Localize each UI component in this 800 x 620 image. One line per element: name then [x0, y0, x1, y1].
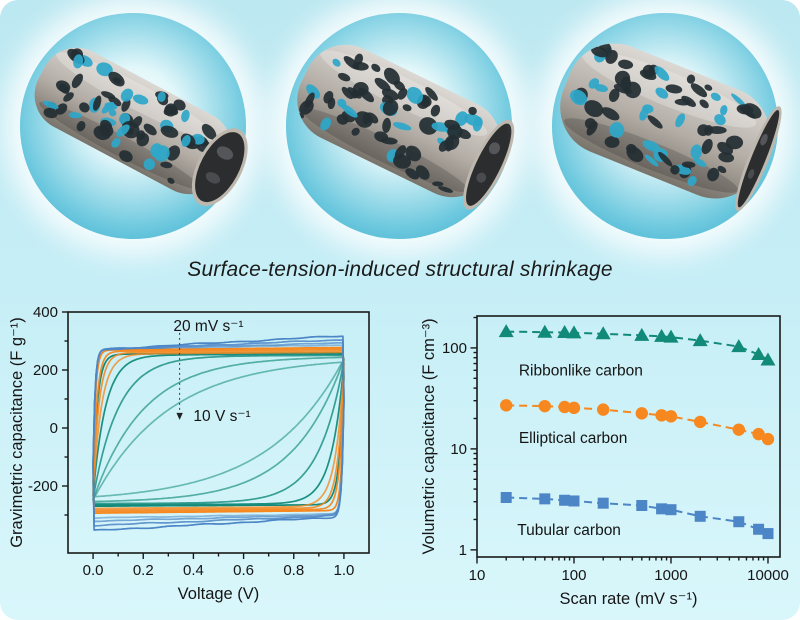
ribbonlike-carbon-render: [532, 0, 798, 252]
series-label-tubular-carbon: Tubular carbon: [517, 522, 621, 539]
rate-series-elliptical-carbon: Elliptical carbon: [499, 399, 775, 447]
svg-text:200: 200: [33, 362, 58, 379]
cv-series-elliptical-carbon: [92, 346, 345, 514]
rate-plot-frame: [476, 315, 781, 558]
rate-ticks: [470, 316, 769, 564]
rate-y-axis-label: Volumetric capacitance (F cm⁻³): [420, 318, 438, 554]
svg-text:10: 10: [450, 441, 467, 458]
cv-tick-labels: 0.0 0.2 0.4 0.6 0.8 1.0 400 200 0 -200: [28, 304, 354, 579]
svg-text:10000: 10000: [747, 567, 789, 584]
svg-text:0.8: 0.8: [283, 562, 304, 579]
cv-x-axis-label: Voltage (V): [178, 585, 260, 603]
figure-title: Surface-tension-induced structural shrin…: [187, 258, 613, 281]
svg-text:1.0: 1.0: [333, 562, 354, 579]
rate-capability-chart: Ribbonlike carbon Elliptical carbon Tubula…: [420, 315, 789, 608]
cv-annotations: 20 mV s⁻¹ 10 V s⁻¹: [173, 318, 250, 425]
svg-text:0: 0: [50, 420, 58, 437]
cv-series-tubular-carbon: [92, 335, 345, 531]
tubular-tube-shape: [34, 47, 248, 206]
elliptical-carbon-render: [266, 0, 532, 252]
rate-series-ribbonlike-carbon: Ribbonlike carbon: [498, 324, 776, 379]
charts-row: 0.0 0.2 0.4 0.6 0.8 1.0 400 200 0 -200 Voltage (V)…: [0, 295, 800, 620]
tubular-carbon-render: [0, 0, 266, 252]
cv-curves-chart: 0.0 0.2 0.4 0.6 0.8 1.0 400 200 0 -200 Voltage (V)…: [8, 304, 370, 603]
svg-text:1000: 1000: [654, 567, 687, 584]
svg-text:0.4: 0.4: [183, 562, 204, 579]
svg-text:10: 10: [469, 567, 486, 584]
elliptical-carbon-illustration: [296, 44, 515, 210]
svg-text:0.0: 0.0: [83, 562, 104, 579]
elliptical-tube-shape: [296, 44, 515, 210]
cv-y-axis-label: Gravimetric capacitance (F g⁻¹): [8, 317, 26, 548]
svg-text:0.2: 0.2: [133, 562, 154, 579]
svg-text:1: 1: [459, 542, 467, 559]
series-label-ribbonlike-carbon: Ribbonlike carbon: [519, 362, 643, 379]
ribbonlike-tube-shape: [560, 40, 782, 212]
rate-x-axis-label: Scan rate (mV s⁻¹): [560, 590, 698, 608]
annotation-scan-low: 10 V s⁻¹: [193, 408, 250, 425]
cv-series-ribbonlike-carbon: [92, 351, 345, 508]
annotation-scan-high: 20 mV s⁻¹: [173, 318, 243, 335]
series-label-elliptical-carbon: Elliptical carbon: [519, 430, 628, 447]
ribbonlike-carbon-illustration: [560, 40, 782, 212]
svg-text:0.6: 0.6: [233, 562, 254, 579]
svg-text:400: 400: [33, 304, 58, 321]
svg-text:100: 100: [442, 340, 467, 357]
rate-series-tubular-carbon: Tubular carbon: [500, 492, 774, 540]
cv-ticks: [62, 311, 345, 559]
carbon-renders-row: [0, 0, 800, 252]
svg-text:-200: -200: [28, 478, 58, 495]
tubular-carbon-illustration: [34, 47, 248, 206]
svg-text:100: 100: [561, 567, 586, 584]
